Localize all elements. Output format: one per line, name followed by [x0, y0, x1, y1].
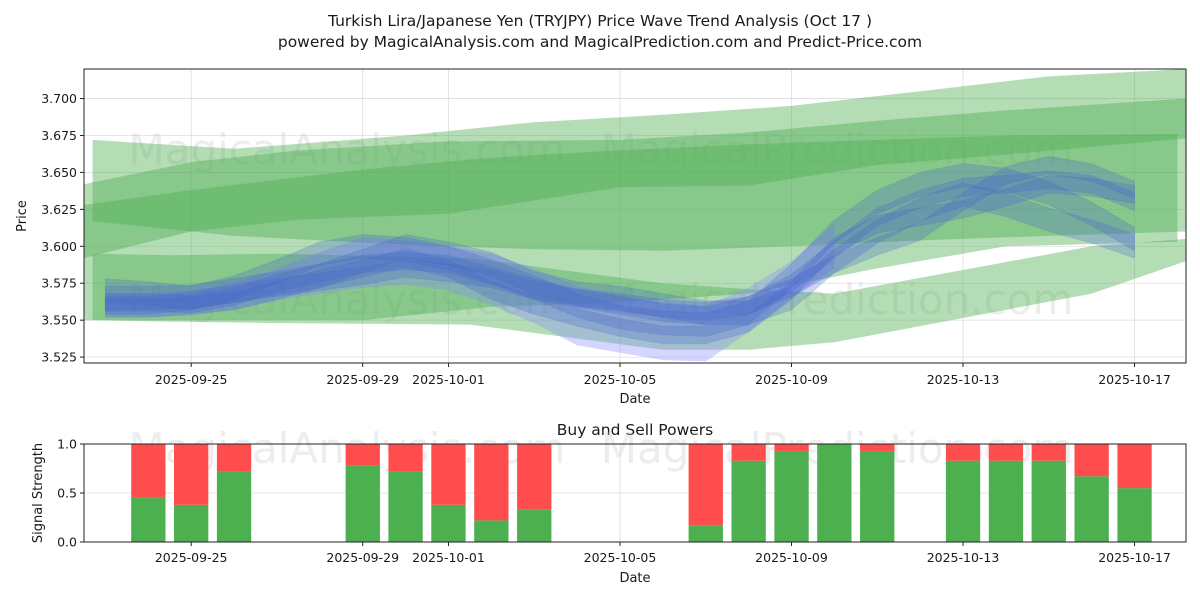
blue-wave-ribbon [104, 182, 1135, 326]
sell-power-bar [216, 444, 252, 472]
sell-power-bar [1074, 444, 1109, 477]
signal-x-tick-label: 2025-10-17 [1098, 550, 1171, 565]
watermark-prediction-top: MagicalPrediction.com [601, 125, 1074, 174]
signal-y-axis-label: Signal Strength [31, 443, 46, 543]
sell-power-bar [517, 444, 552, 510]
signal-x-tick-label: 2025-10-01 [412, 550, 485, 565]
watermark-analysis-top: MagicalAnalysis.com [129, 125, 566, 174]
sell-power-bar [474, 444, 509, 521]
green-forecast-band [92, 238, 1186, 350]
signal-y-tick-label: 1.0 [57, 437, 77, 452]
signal-x-tick-label: 2025-09-29 [326, 550, 399, 565]
sell-power-bar [345, 444, 380, 466]
price-y-tick-label: 3.550 [41, 313, 77, 328]
buy-power-bar [345, 465, 380, 542]
chart-title-line2: powered by MagicalAnalysis.com and Magic… [278, 33, 922, 51]
sell-power-bar [774, 444, 809, 451]
price-x-tick-label: 2025-10-17 [1098, 372, 1171, 387]
sell-power-bar [431, 444, 466, 505]
buy-power-bar [860, 450, 895, 542]
price-y-tick-label: 3.675 [41, 128, 77, 143]
signal-y-ticks: 0.0 0.5 1.0 [57, 437, 84, 550]
signal-x-tick-label: 2025-10-13 [927, 550, 1000, 565]
price-plot-marks [84, 69, 1186, 362]
price-x-tick-label: 2025-10-05 [584, 372, 657, 387]
price-y-tick-label: 3.700 [41, 91, 77, 106]
signal-y-tick-label: 0.5 [57, 486, 77, 501]
buy-power-bar [131, 497, 166, 542]
signal-bars [131, 444, 1152, 542]
price-y-tick-label: 3.575 [41, 276, 77, 291]
green-forecast-band [92, 69, 1186, 251]
buy-power-bar [517, 509, 552, 542]
signal-x-axis-label: Date [619, 571, 650, 586]
sell-power-bar [731, 444, 766, 461]
buy-power-bar [688, 525, 723, 542]
blue-wave-ribbon [104, 155, 1135, 321]
sell-power-bar [174, 444, 209, 505]
price-x-tick-label: 2025-09-29 [326, 372, 399, 387]
price-x-ticks: 2025-09-25 2025-09-29 2025-10-01 2025-10-05… [155, 363, 1171, 387]
buy-power-bar [731, 460, 766, 542]
buy-power-bar [1117, 488, 1152, 542]
signal-x-tick-label: 2025-10-09 [755, 550, 828, 565]
sell-power-bar [945, 444, 981, 461]
price-plot-frame [83, 68, 1187, 364]
sell-power-bar [688, 444, 723, 526]
buy-power-bar [945, 460, 981, 542]
violet-wave-band [105, 224, 835, 362]
price-y-axis-label: Price [15, 200, 30, 232]
price-x-axis-label: Date [619, 392, 650, 407]
sell-power-bar [131, 444, 166, 498]
sell-power-bar [988, 444, 1024, 461]
sell-power-bar [1117, 444, 1152, 489]
green-forecast-band [84, 134, 1178, 321]
blue-wave-ribbon [104, 174, 1135, 345]
green-forecast-band [84, 98, 1186, 259]
price-y-tick-label: 3.600 [41, 239, 77, 254]
buy-power-bar [216, 471, 252, 542]
blue-wave-ribbon [104, 170, 1135, 326]
sell-power-bar [860, 444, 895, 451]
price-plot: MagicalAnalysis.com MagicalPrediction.co… [15, 68, 1187, 407]
buy-power-bar [774, 450, 809, 542]
chart-title-line1: Turkish Lira/Japanese Yen (TRYJPY) Price… [327, 12, 872, 30]
sell-power-bar [388, 444, 423, 472]
price-plot-background [84, 69, 1186, 363]
signal-x-ticks: 2025-09-25 2025-09-29 2025-10-01 2025-10-05… [155, 542, 1171, 565]
buy-power-bar [817, 444, 852, 542]
signal-y-tick-label: 0.0 [57, 535, 77, 550]
price-x-tick-label: 2025-10-13 [927, 372, 1000, 387]
signal-x-tick-label: 2025-10-05 [584, 550, 657, 565]
blue-wave-ribbon [104, 163, 1135, 337]
price-plot-grid [84, 69, 1186, 363]
price-y-ticks: 3.525 3.550 3.575 3.600 3.625 3.650 3.675 3.700 [41, 91, 84, 365]
buy-power-bar [1074, 476, 1109, 542]
watermark-prediction-bottom: MagicalPrediction.com [601, 275, 1074, 324]
price-x-tick-label: 2025-10-01 [412, 372, 485, 387]
watermark-analysis-bottom: MagicalAnalysis.com [129, 275, 566, 324]
price-y-tick-label: 3.525 [41, 350, 77, 365]
price-y-tick-label: 3.650 [41, 165, 77, 180]
price-y-tick-label: 3.625 [41, 202, 77, 217]
buy-power-bar [388, 471, 423, 542]
buy-power-bar [431, 504, 466, 542]
buy-power-bar [474, 520, 509, 542]
buy-power-bar [988, 460, 1024, 542]
buy-power-bar [1031, 460, 1066, 542]
price-x-tick-label: 2025-09-25 [155, 372, 228, 387]
sell-power-bar [1031, 444, 1066, 461]
signal-x-tick-label: 2025-09-25 [155, 550, 228, 565]
price-x-tick-label: 2025-10-09 [755, 372, 828, 387]
buy-power-bar [174, 504, 209, 542]
signal-chart-title: Buy and Sell Powers [557, 421, 714, 439]
signal-plot: Buy and Sell Powers MagicalAnalysis.com … [31, 421, 1187, 586]
